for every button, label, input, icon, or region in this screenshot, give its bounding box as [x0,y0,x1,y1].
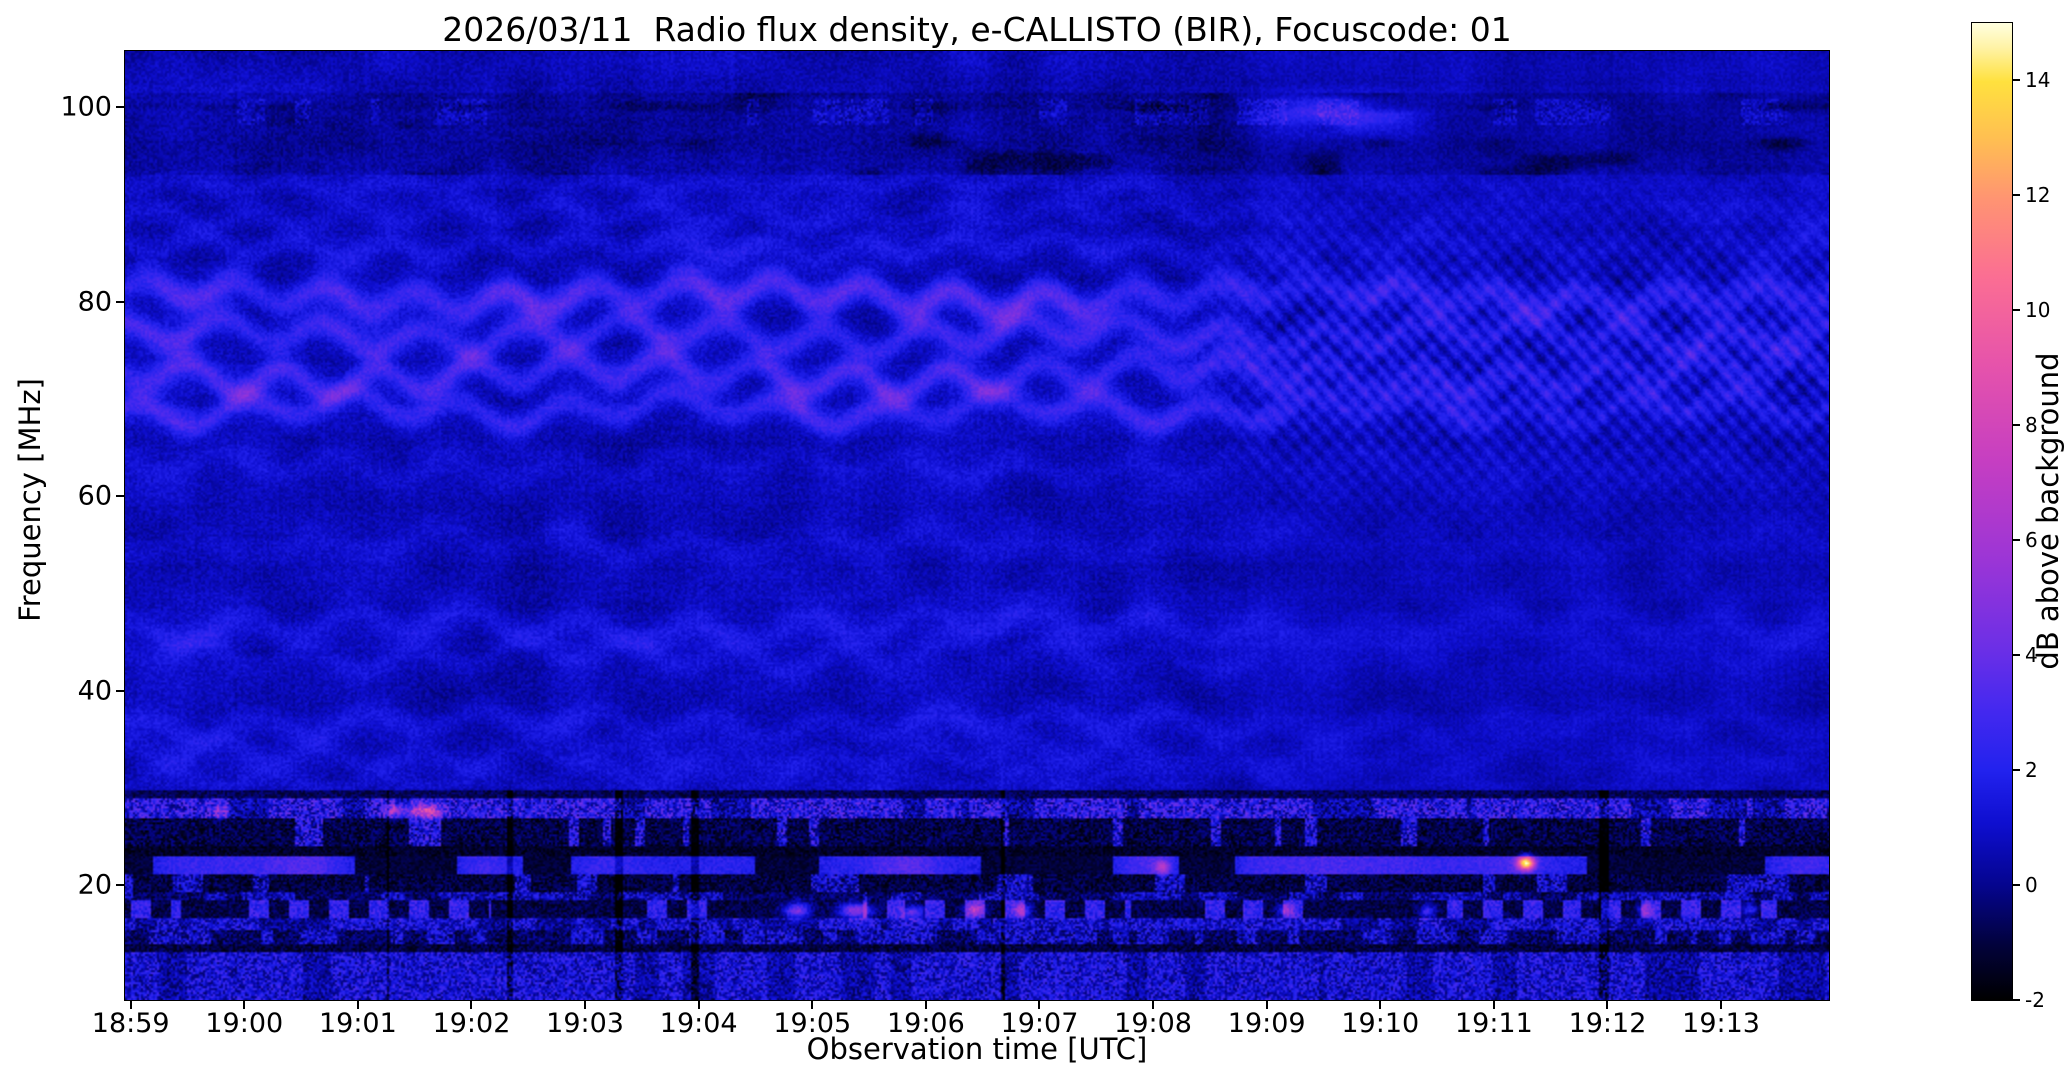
x-tick-mark [1152,1001,1155,1009]
x-tick-label: 19:05 [773,1008,852,1039]
y-tick-label: 80 [77,286,112,318]
chart-title: 2026/03/11 Radio flux density, e-CALLIST… [442,10,1512,49]
x-tick-label: 19:01 [318,1008,397,1039]
colorbar-tick-mark [2013,999,2020,1001]
y-tick-mark [116,495,124,498]
colorbar-tick-mark [2013,424,2020,427]
spectrogram-canvas [125,51,1829,1000]
x-tick-label: 19:04 [659,1008,738,1039]
colorbar-tick-label: 12 [2025,183,2051,208]
y-tick-label: 100 [60,91,112,123]
colorbar-tick-label: -2 [2025,988,2045,1012]
x-tick-label: 19:02 [432,1008,511,1039]
colorbar-tick-label: 10 [2025,298,2051,323]
x-tick-label: 19:00 [205,1008,284,1039]
x-axis-label: Observation time [UTC] [806,1032,1148,1066]
x-tick-mark [470,1001,473,1009]
x-tick-mark [129,1001,132,1009]
x-tick-mark [356,1001,359,1009]
x-tick-mark [1720,1001,1723,1009]
colorbar-tick-mark [2013,309,2020,312]
x-tick-mark [1265,1001,1268,1009]
colorbar-tick-mark [2013,884,2020,887]
colorbar-tick-mark [2013,654,2020,657]
colorbar-tick-label: 0 [2025,873,2038,898]
y-tick-mark [116,300,124,303]
x-tick-label: 19:11 [1454,1008,1533,1039]
x-tick-mark [1492,1001,1495,1009]
y-tick-mark [116,106,124,109]
colorbar-tick-label: 6 [2025,528,2038,553]
x-tick-mark [1606,1001,1609,1009]
colorbar-label: dB above background [2031,352,2065,670]
colorbar-tick-label: 14 [2025,68,2051,93]
colorbar-tick-label: 2 [2025,758,2038,783]
x-tick-mark [243,1001,246,1009]
x-tick-label: 19:13 [1682,1008,1760,1039]
colorbar-gradient [1972,23,2012,1000]
y-tick-label: 40 [77,675,112,707]
y-tick-label: 20 [77,869,112,901]
y-axis-label: Frequency [MHz] [13,378,47,622]
x-tick-label: 19:07 [1000,1008,1079,1039]
x-tick-mark [1038,1001,1041,1009]
x-tick-label: 18:59 [91,1008,170,1039]
x-tick-label: 19:03 [546,1008,624,1039]
x-tick-label: 19:06 [886,1008,965,1039]
x-tick-mark [584,1001,587,1009]
colorbar-tick-label: 4 [2025,643,2038,668]
y-tick-mark [116,689,124,692]
x-tick-mark [697,1001,700,1009]
y-tick-label: 60 [77,480,112,512]
colorbar-tick-mark [2013,769,2020,772]
x-tick-mark [1379,1001,1382,1009]
x-tick-label: 19:12 [1568,1008,1647,1039]
x-tick-label: 19:10 [1341,1008,1420,1039]
colorbar [1971,22,2013,1001]
x-tick-label: 19:09 [1227,1008,1306,1039]
x-tick-mark [811,1001,814,1009]
y-tick-mark [116,884,124,887]
colorbar-tick-mark [2013,79,2020,82]
colorbar-tick-label: 8 [2025,413,2038,438]
x-tick-label: 19:08 [1114,1008,1192,1039]
plot-area [124,50,1830,1001]
colorbar-tick-mark [2013,194,2020,197]
colorbar-tick-mark [2013,539,2020,542]
x-tick-mark [924,1001,927,1009]
